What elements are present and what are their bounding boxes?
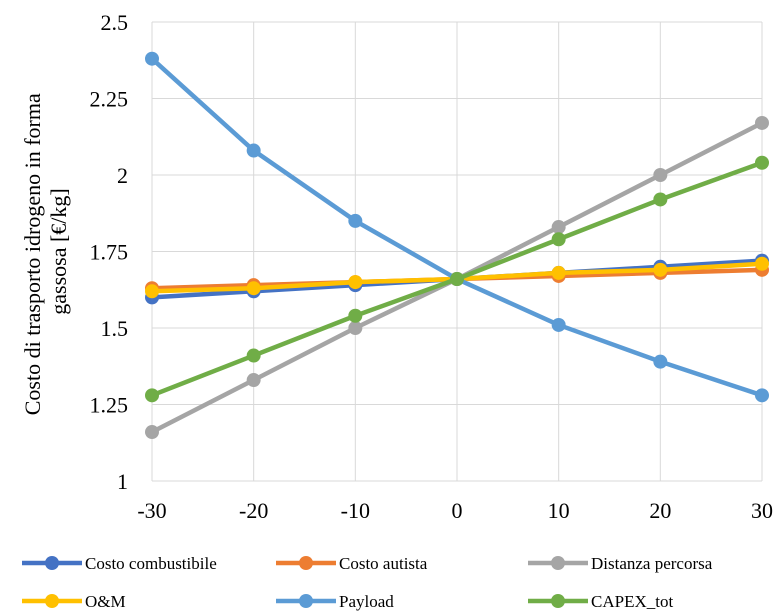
y-tick-label: 1.25: [90, 393, 129, 418]
data-point: [755, 256, 769, 271]
y-axis-title-line-1: Costo di trasporto idrogeno in forma: [20, 93, 45, 415]
legend-marker: [299, 594, 313, 608]
x-axis-ticks: -30 -20 -10 0 10 20 30: [137, 498, 773, 523]
data-point: [246, 281, 261, 296]
data-point: [348, 308, 363, 323]
x-tick-label: 10: [548, 498, 570, 523]
data-point: [145, 284, 159, 299]
legend-label: CAPEX_tot: [591, 592, 673, 611]
data-point: [653, 192, 668, 207]
data-point: [551, 220, 566, 235]
y-tick-label: 1: [117, 469, 128, 494]
y-axis-ticks: 1 1.25 1.5 1.75 2 2.25 2.5: [90, 10, 129, 494]
data-point: [348, 275, 363, 290]
legend-label: O&M: [85, 592, 126, 611]
legend-label: Payload: [339, 592, 394, 611]
data-point: [653, 262, 668, 277]
y-tick-label: 1.5: [101, 316, 129, 341]
legend-marker: [45, 594, 59, 608]
data-point: [145, 425, 159, 440]
data-point: [755, 115, 769, 130]
x-tick-label: -30: [137, 498, 166, 523]
x-tick-label: 30: [751, 498, 773, 523]
data-point: [755, 155, 769, 170]
data-point: [145, 51, 159, 66]
y-tick-label: 2.25: [90, 87, 129, 112]
data-point: [551, 232, 566, 247]
y-axis-title: Costo di trasporto idrogeno in forma gas…: [20, 88, 71, 416]
y-tick-label: 2.5: [101, 10, 129, 35]
legend-item: O&M: [22, 592, 126, 611]
legend: Costo combustibile Costo autista Distanza …: [22, 554, 713, 611]
legend-item: CAPEX_tot: [528, 592, 673, 611]
legend-item: Costo autista: [276, 554, 428, 573]
data-point: [755, 388, 769, 403]
data-point: [551, 317, 566, 332]
data-point: [653, 354, 668, 369]
series-lines: [145, 51, 769, 440]
data-point: [653, 168, 668, 182]
data-point: [246, 348, 261, 363]
x-tick-label: -10: [341, 498, 370, 523]
data-point: [348, 321, 363, 335]
y-tick-label: 1.75: [90, 240, 129, 265]
legend-marker: [551, 594, 565, 608]
legend-item: Costo combustibile: [22, 554, 217, 573]
x-tick-label: 20: [649, 498, 671, 523]
y-tick-label: 2: [117, 163, 128, 188]
gridlines: [151, 21, 763, 482]
series-capex-tot: [145, 155, 769, 403]
legend-label: Costo combustibile: [85, 554, 217, 573]
legend-label: Costo autista: [339, 554, 428, 573]
y-axis-title-line-2: gassosa [€/kg]: [46, 188, 71, 314]
legend-item: Distanza percorsa: [528, 554, 713, 573]
legend-item: Payload: [276, 592, 394, 611]
data-point: [348, 213, 363, 228]
legend-marker: [45, 556, 59, 570]
legend-marker: [299, 556, 313, 570]
x-tick-label: -20: [239, 498, 268, 523]
data-point: [551, 265, 566, 280]
data-point: [246, 373, 261, 388]
data-point: [246, 143, 261, 158]
legend-marker: [551, 556, 565, 570]
data-point: [450, 272, 464, 287]
x-tick-label: 0: [452, 498, 463, 523]
data-point: [145, 388, 159, 403]
legend-label: Distanza percorsa: [591, 554, 713, 573]
